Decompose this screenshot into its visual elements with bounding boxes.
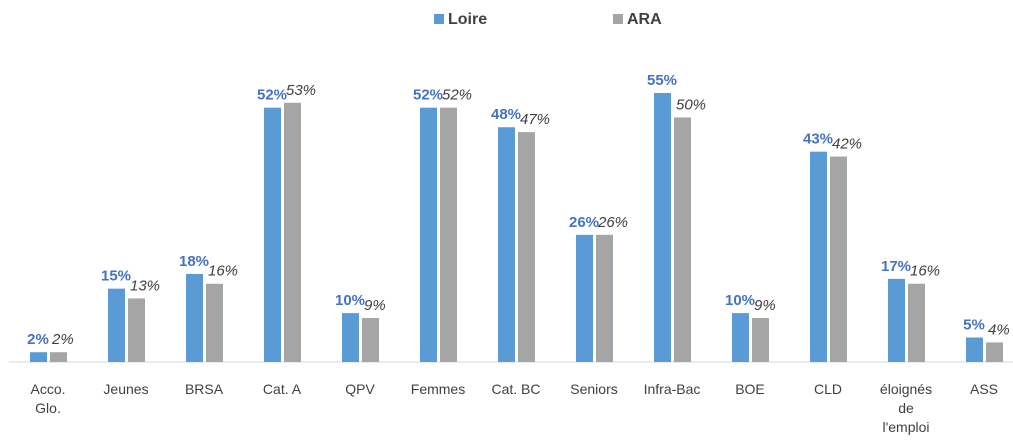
bar [128, 298, 145, 362]
bar [108, 288, 125, 362]
legend-label: Loire [448, 11, 487, 28]
bar [810, 151, 827, 362]
bar [908, 283, 925, 362]
bar [30, 352, 47, 362]
data-label: 26% [597, 214, 628, 231]
data-label: 52% [257, 87, 287, 104]
data-label: 53% [286, 82, 316, 99]
x-tick-label: Seniors [570, 381, 618, 397]
bar [518, 132, 535, 362]
data-label: 18% [179, 253, 209, 270]
bar [498, 127, 515, 363]
bar [362, 317, 379, 362]
data-label: 42% [832, 136, 862, 153]
data-label: 15% [101, 268, 131, 285]
data-label: 48% [491, 106, 521, 123]
legend-swatch [434, 14, 444, 24]
bar [264, 107, 281, 362]
bar [440, 107, 457, 362]
x-tick-label: ASS [969, 381, 998, 397]
bar [342, 313, 359, 362]
data-label: 43% [803, 131, 833, 148]
x-tick-label: QPV [345, 381, 375, 397]
bar [752, 317, 769, 362]
data-label: 17% [881, 258, 911, 275]
data-label: 9% [364, 297, 386, 314]
x-tick-label: éloignés de l'emploi [879, 381, 933, 435]
data-label: 10% [725, 292, 755, 309]
data-label: 4% [988, 321, 1010, 338]
data-label: 2% [51, 331, 74, 348]
bar [674, 117, 691, 362]
bar [830, 156, 847, 362]
bar [986, 342, 1003, 362]
bar [186, 273, 203, 362]
data-label: 16% [208, 263, 238, 280]
bar [654, 93, 671, 362]
bar [206, 283, 223, 362]
data-label: 47% [520, 111, 550, 128]
legend-label: ARA [627, 11, 662, 28]
x-tick-label: Jeunes [103, 381, 149, 397]
data-label: 13% [130, 277, 160, 294]
bar [732, 313, 749, 362]
x-tick-label: Cat. BC [491, 381, 541, 397]
data-label: 2% [27, 331, 49, 348]
data-label: 50% [676, 96, 706, 113]
bar [966, 337, 983, 362]
data-label: 5% [963, 317, 985, 334]
bar [576, 234, 593, 362]
x-tick-label: Femmes [410, 381, 466, 397]
bar [596, 234, 613, 362]
bar [284, 102, 301, 363]
bar [420, 107, 437, 362]
bar [50, 352, 67, 362]
data-label: 52% [413, 87, 443, 104]
data-label: 55% [647, 72, 677, 89]
bar [888, 278, 905, 362]
x-tick-label: Acco. Glo. [30, 381, 66, 416]
data-label: 52% [442, 87, 472, 104]
legend-swatch [613, 14, 623, 24]
x-tick-label: BOE [735, 381, 765, 397]
x-tick-label: CLD [813, 381, 842, 397]
data-label: 16% [910, 263, 940, 280]
x-tick-label: BRSA [184, 381, 224, 397]
data-label: 9% [754, 297, 776, 314]
data-label: 26% [569, 214, 599, 231]
data-label: 10% [335, 292, 365, 309]
x-tick-label: Cat. A [262, 381, 302, 397]
x-tick-label: Infra-Bac [643, 381, 701, 397]
